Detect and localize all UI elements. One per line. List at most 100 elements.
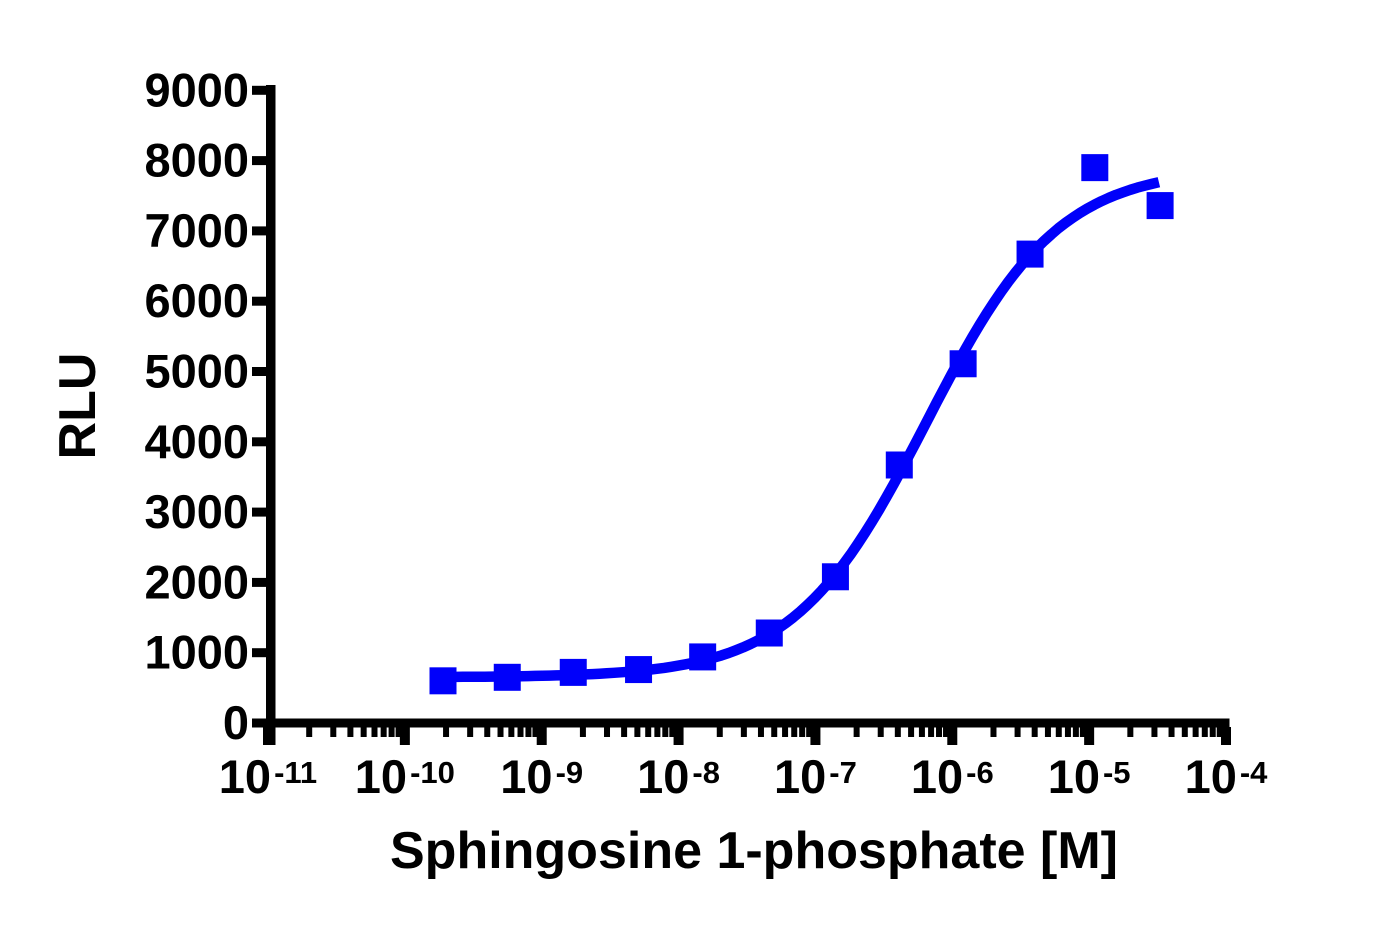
fit-curve-line [441, 177, 1161, 683]
x-axis-major-tick [1220, 727, 1231, 745]
x-axis-major-tick [673, 727, 684, 745]
x-axis-minor-tick [508, 727, 515, 737]
x-axis-minor-tick [1044, 727, 1051, 737]
data-point-marker [885, 451, 913, 479]
data-point-marker [625, 656, 653, 684]
x-axis-ticks [263, 727, 1231, 745]
x-axis-minor-tick [928, 727, 935, 737]
y-axis-tick-label: 6000 [144, 274, 249, 327]
y-axis-tick-label: 1000 [144, 626, 249, 679]
x-axis-minor-tick [532, 727, 539, 737]
x-axis-minor-tick [1168, 727, 1175, 737]
x-axis-minor-tick [1031, 727, 1038, 737]
x-axis-minor-tick [484, 727, 491, 737]
x-axis-minor-tick [654, 727, 661, 737]
data-point-marker [493, 663, 521, 691]
x-axis-tick-labels: 10-11 10-10 10-9 10-8 10-7 10-6 10-5 10-4 [219, 750, 1268, 803]
x-axis-minor-tick [990, 727, 997, 737]
y-axis-tick-label: 7000 [144, 204, 249, 257]
x-axis-minor-tick [1055, 727, 1062, 737]
x-axis-major-tick [947, 727, 958, 745]
x-axis-minor-tick [877, 727, 884, 737]
data-point-marker [755, 619, 783, 647]
x-axis-minor-tick [1072, 727, 1079, 737]
y-axis-tick-label: 0 [223, 696, 249, 749]
x-axis-minor-tick [525, 727, 532, 737]
x-axis-minor-tick [1181, 727, 1188, 737]
x-axis-minor-tick [806, 727, 813, 737]
y-axis-tick-label: 3000 [144, 485, 249, 538]
y-axis-tick [252, 156, 266, 166]
x-axis-minor-tick [791, 727, 798, 737]
x-axis-minor-tick [716, 727, 723, 737]
y-axis-tick [252, 648, 266, 658]
x-axis-tick-label: 10-5 [1048, 750, 1131, 803]
x-axis-minor-tick [579, 727, 586, 737]
x-axis-minor-tick [371, 727, 378, 737]
x-axis-title: Sphingosine 1-phosphate [M] [390, 822, 1118, 880]
x-axis-minor-tick [1014, 727, 1021, 737]
x-axis-minor-tick [853, 727, 860, 737]
y-axis-tick [252, 507, 266, 517]
data-point-marker [559, 658, 587, 686]
x-axis-minor-tick [443, 727, 450, 737]
x-axis-minor-tick [936, 727, 943, 737]
data-point-marker [1081, 154, 1109, 182]
data-point-marker [821, 563, 849, 591]
data-point-markers [429, 154, 1174, 695]
x-axis-minor-tick [388, 727, 395, 737]
x-axis-minor-tick [799, 727, 806, 737]
x-axis-major-tick [536, 727, 547, 745]
y-axis-tick [252, 85, 266, 95]
data-point-marker [949, 350, 977, 378]
x-axis-major-tick [1084, 727, 1095, 745]
x-axis-minor-tick [467, 727, 474, 737]
x-axis-minor-tick [1209, 727, 1216, 737]
y-axis-tick [252, 718, 266, 728]
y-axis-tick-label: 9000 [144, 63, 249, 116]
x-axis-minor-tick [943, 727, 950, 737]
x-axis-line [266, 718, 1230, 728]
fit-curve [441, 177, 1161, 683]
x-axis-major-tick [263, 727, 273, 745]
x-axis-minor-tick [908, 727, 915, 737]
y-axis-tick-label: 5000 [144, 345, 249, 398]
data-point-marker [1146, 192, 1174, 220]
x-axis-minor-tick [1127, 727, 1134, 737]
x-axis-minor-tick [662, 727, 669, 737]
x-axis-minor-tick [347, 727, 354, 737]
x-axis-minor-tick [645, 727, 652, 737]
y-axis-tick [252, 367, 266, 376]
x-axis-minor-tick [918, 727, 925, 737]
x-axis-minor-tick [1079, 727, 1086, 737]
y-axis-tick [252, 437, 266, 447]
x-axis-tick-label: 10-7 [774, 750, 857, 803]
x-axis-minor-tick [740, 727, 747, 737]
x-axis-minor-tick [894, 727, 901, 737]
x-axis-minor-tick [782, 727, 789, 737]
data-point-marker [429, 667, 457, 695]
y-axis-ticks [252, 85, 266, 728]
x-axis-minor-tick [1064, 727, 1071, 737]
y-axis-line [266, 85, 276, 745]
x-axis-minor-tick [771, 727, 778, 737]
x-axis-major-tick [399, 727, 410, 745]
x-axis-tick-label: 10-10 [355, 750, 455, 803]
y-axis-tick-label: 4000 [144, 415, 249, 468]
x-axis-minor-tick [497, 727, 504, 737]
x-axis-tick-label: 10-11 [219, 750, 317, 803]
x-axis-minor-tick [634, 727, 641, 737]
y-axis-title: RLU [49, 353, 107, 460]
x-axis-minor-tick [1201, 727, 1208, 737]
x-axis-major-tick [810, 727, 821, 745]
x-axis-minor-tick [1216, 727, 1223, 737]
x-axis-minor-tick [1151, 727, 1158, 737]
x-axis-minor-tick [380, 727, 387, 737]
y-axis-tick-labels: 0 1000 2000 3000 4000 5000 6000 7000 8000 9000 [144, 63, 249, 749]
data-point-marker [689, 643, 717, 671]
y-axis-tick [252, 226, 266, 236]
x-axis-minor-tick [517, 727, 524, 737]
y-axis-tick-label: 2000 [144, 555, 249, 608]
